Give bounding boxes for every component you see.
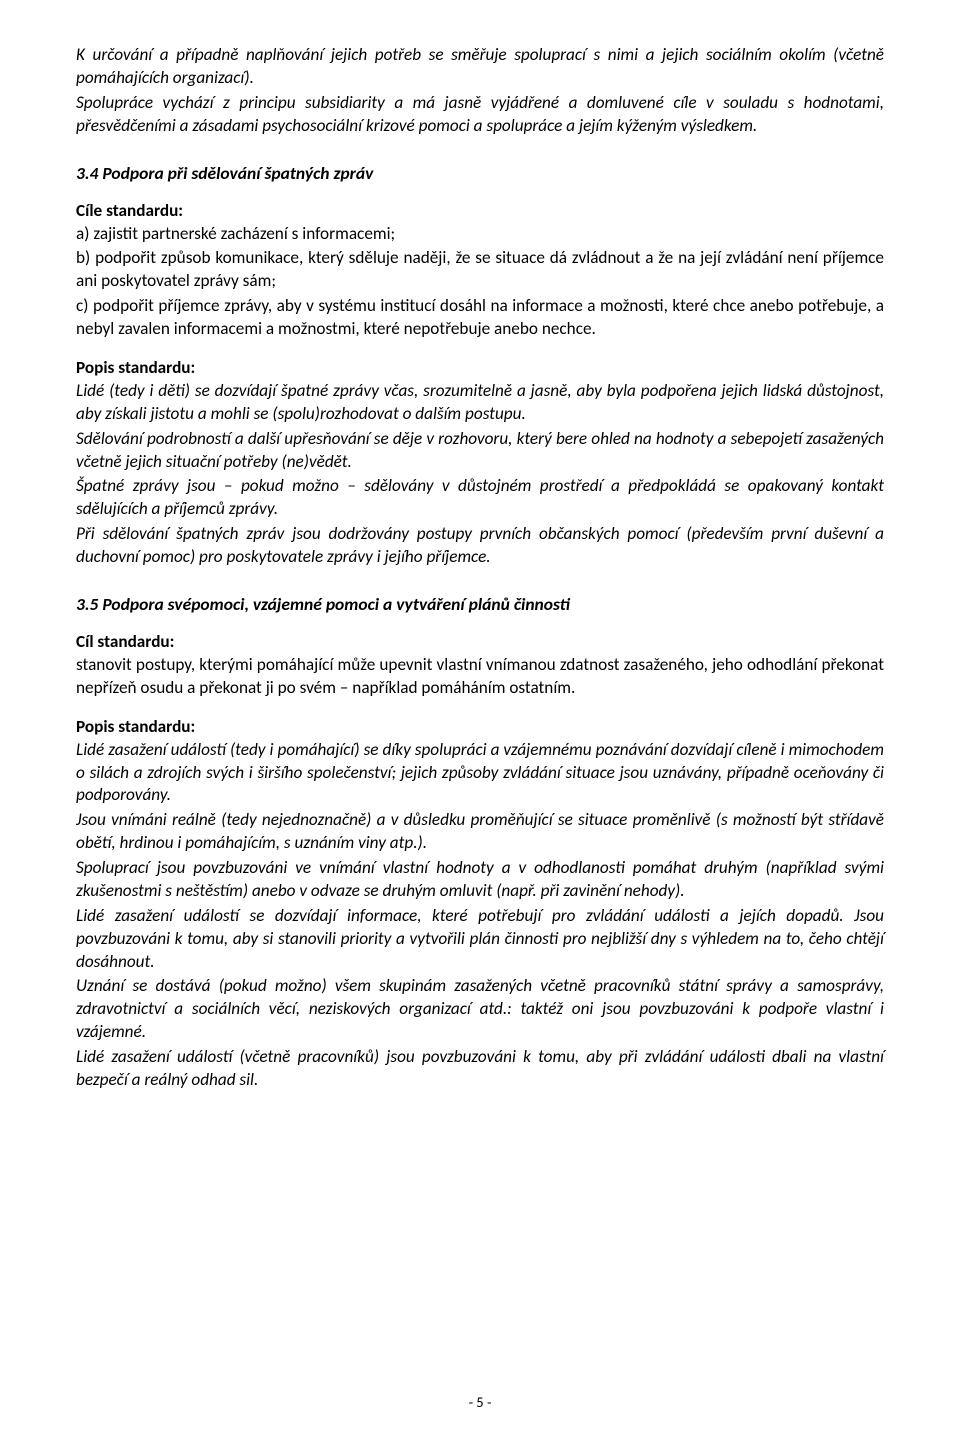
document-page: K určování a případně naplňování jejich … <box>0 0 960 1433</box>
s34-goal-a: a) zajistit partnerské zacházení s infor… <box>76 223 884 246</box>
s35-popis-label: Popis standardu: <box>76 716 884 737</box>
s35-desc-p6: Lidé zasažení událostí (včetně pracovník… <box>76 1046 884 1092</box>
s35-desc-p4: Lidé zasažení událostí se dozvídají info… <box>76 905 884 974</box>
s34-goal-b: b) podpořit způsob komunikace, který sdě… <box>76 247 884 293</box>
s34-desc-p3: Špatné zprávy jsou – pokud možno – sdělo… <box>76 475 884 521</box>
intro-paragraph-1: K určování a případně naplňování jejich … <box>76 44 884 90</box>
spacer <box>76 702 884 716</box>
s34-goal-c: c) podpořit příjemce zprávy, aby v systé… <box>76 295 884 341</box>
s34-popis-label: Popis standardu: <box>76 357 884 378</box>
s35-desc-p5: Uznání se dostává (pokud možno) všem sku… <box>76 975 884 1044</box>
spacer <box>76 140 884 162</box>
spacer <box>76 617 884 631</box>
intro-paragraph-2: Spolupráce vychází z principu subsidiari… <box>76 92 884 138</box>
s35-cil-text: stanovit postupy, kterými pomáhající můž… <box>76 654 884 700</box>
s35-cil-label: Cíl standardu: <box>76 631 884 652</box>
page-number: - 5 - <box>0 1393 960 1411</box>
s35-desc-p3: Spoluprací jsou povzbuzováni ve vnímání … <box>76 857 884 903</box>
s34-desc-p1: Lidé (tedy i děti) se dozvídají špatné z… <box>76 380 884 426</box>
spacer <box>76 343 884 357</box>
spacer <box>76 571 884 593</box>
s35-desc-p1: Lidé zasažení událostí (tedy i pomáhajíc… <box>76 739 884 808</box>
s34-cile-label: Cíle standardu: <box>76 200 884 221</box>
s34-desc-p2: Sdělování podrobností a další upřesňován… <box>76 428 884 474</box>
spacer <box>76 186 884 200</box>
s34-desc-p4: Při sdělování špatných zpráv jsou dodržo… <box>76 523 884 569</box>
section-3-4-title: 3.4 Podpora při sdělování špatných zpráv <box>76 162 884 184</box>
s35-desc-p2: Jsou vnímáni reálně (tedy nejednoznačně)… <box>76 809 884 855</box>
section-3-5-title: 3.5 Podpora svépomoci, vzájemné pomoci a… <box>76 593 884 615</box>
